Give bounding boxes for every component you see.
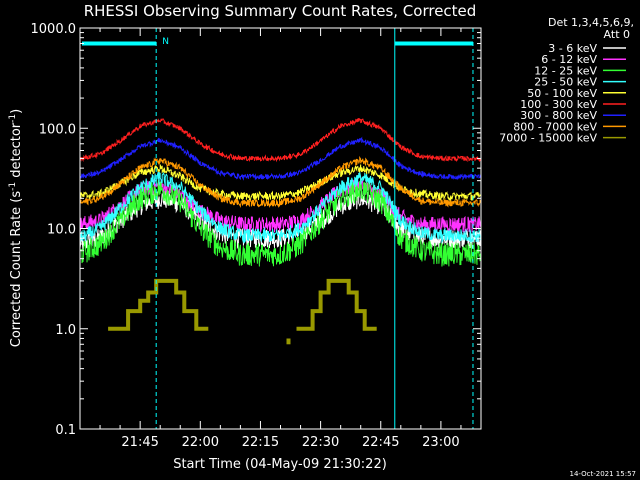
series-layer xyxy=(79,117,482,345)
legend-label: 12 - 25 keV xyxy=(534,64,597,77)
series-7000-15000-segment xyxy=(296,278,377,331)
saa-label: N xyxy=(162,37,169,47)
legend-label: 800 - 7000 keV xyxy=(513,120,597,133)
x-axis-label: Start Time (04-May-09 21:30:22) xyxy=(173,457,387,472)
series-line-5 xyxy=(79,117,482,163)
y-label-mid: detector xyxy=(9,122,24,182)
legend-label: 25 - 50 keV xyxy=(534,76,597,89)
y-label-sup2: -1 xyxy=(8,114,18,123)
series-line-4 xyxy=(79,164,482,202)
y-tick-label: 1.0 xyxy=(55,323,76,338)
y-axis: 1000.0 100.0 10.0 1.0 0.1 xyxy=(31,22,481,438)
series-7000-15000-segment xyxy=(108,278,209,331)
y-label-end: ) xyxy=(9,109,24,114)
x-axis: 21:45 22:00 22:15 22:30 22:45 23:00 xyxy=(79,28,482,450)
series-line-2 xyxy=(79,178,482,267)
legend-header-2: Att 0 xyxy=(604,28,630,41)
x-tick-label: 22:15 xyxy=(242,435,279,450)
legend-label: 50 - 100 keV xyxy=(527,87,597,100)
series-line-3 xyxy=(79,171,482,245)
x-tick-label: 22:30 xyxy=(302,435,339,450)
y-tick-label: 10.0 xyxy=(47,223,76,238)
legend-label: 7000 - 15000 keV xyxy=(499,132,597,145)
series-line-6 xyxy=(79,136,482,181)
y-tick-label: 0.1 xyxy=(55,423,76,438)
series-line-7 xyxy=(79,155,482,209)
legend-label: 6 - 12 keV xyxy=(541,53,597,66)
x-tick-label: 22:00 xyxy=(182,435,219,450)
footer-date: 14-Oct-2021 15:57 xyxy=(570,470,636,478)
chart-title: RHESSI Observing Summary Count Rates, Co… xyxy=(84,2,477,20)
legend-label: 100 - 300 keV xyxy=(520,98,597,111)
x-tick-label: 23:00 xyxy=(422,435,459,450)
y-axis-label: Corrected Count Rate (s-1 detector-1) xyxy=(8,109,24,347)
y-label-sup1: -1 xyxy=(8,182,18,191)
y-tick-label: 100.0 xyxy=(39,122,76,137)
legend-header-1: Det 1,3,4,5,6,9, xyxy=(548,16,634,29)
y-tick-label: 1000.0 xyxy=(31,22,77,37)
legend-label: 300 - 800 keV xyxy=(520,109,597,122)
legend-label: 3 - 6 keV xyxy=(548,42,597,55)
x-tick-label: 21:45 xyxy=(121,435,158,450)
x-tick-label: 22:45 xyxy=(362,435,399,450)
y-label-main: Corrected Count Rate (s xyxy=(9,191,24,348)
